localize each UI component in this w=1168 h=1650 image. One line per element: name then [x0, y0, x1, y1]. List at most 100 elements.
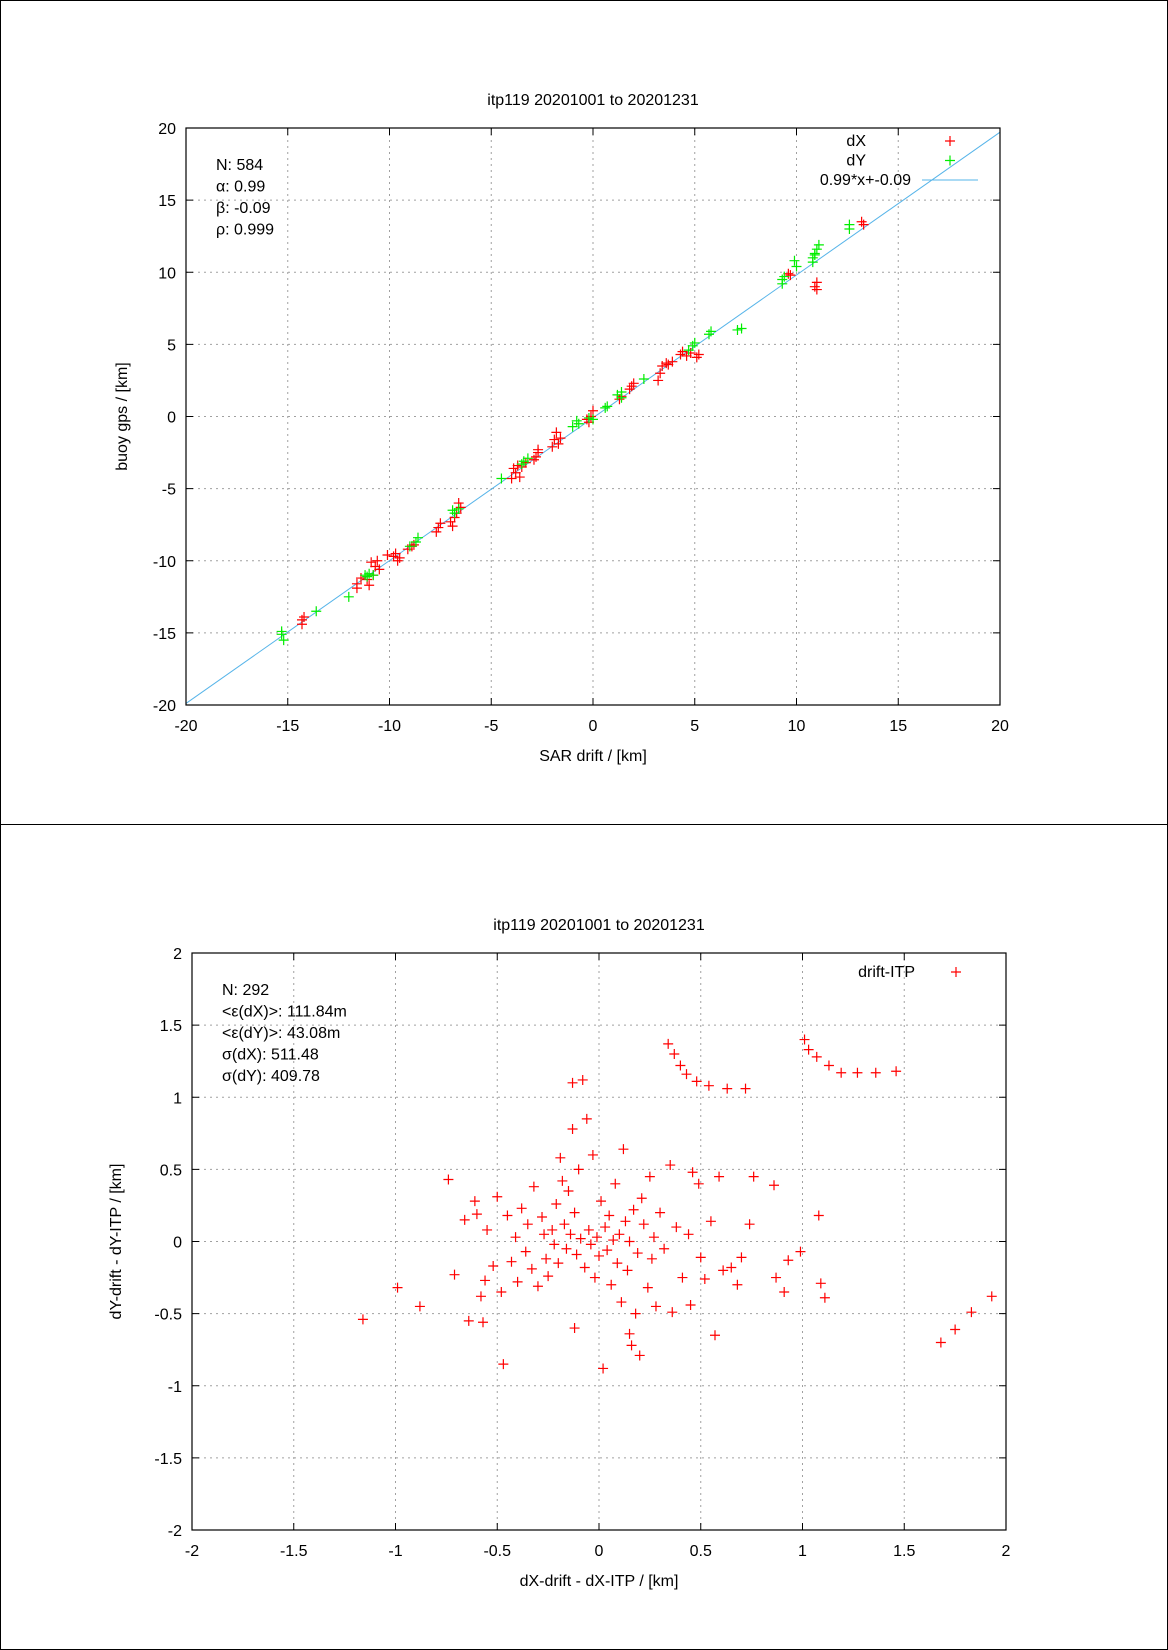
- data-point: [547, 1224, 558, 1235]
- data-point: [543, 1271, 554, 1282]
- data-point: [520, 1246, 531, 1257]
- data-point: [435, 518, 446, 529]
- data-point: [573, 1164, 584, 1175]
- data-point: [950, 1324, 961, 1335]
- x-tick-label: -2: [185, 1543, 199, 1560]
- data-point: [655, 368, 666, 379]
- data-point: [748, 1171, 759, 1182]
- scatter-chart-sar-vs-buoy: -20 -15 -10 -5 0 5 10 15 20 -20 -15 -10 -5 0 5 10 15 20 it…: [114, 92, 1009, 765]
- stats-line: β: -0.09: [216, 200, 271, 217]
- x-tick-label: -15: [276, 718, 299, 735]
- data-point: [278, 635, 289, 646]
- data-point: [559, 1219, 570, 1230]
- x-tick-label: -0.5: [483, 1543, 511, 1560]
- data-point: [571, 415, 582, 426]
- data-point: [809, 281, 820, 292]
- data-point: [811, 277, 822, 288]
- data-point: [624, 1236, 635, 1247]
- data-point: [506, 1256, 517, 1267]
- y-tick-label: 20: [158, 121, 176, 138]
- data-point: [587, 1149, 598, 1160]
- data-point: [533, 444, 544, 455]
- data-point: [588, 405, 598, 416]
- y-tick-label: 0: [167, 410, 176, 427]
- x-tick-label: 0.5: [690, 1543, 712, 1560]
- data-point: [628, 1204, 639, 1215]
- stats-line: N: 584: [216, 157, 263, 174]
- data-point: [618, 1144, 629, 1155]
- x-tick-label: -10: [378, 718, 401, 735]
- scatter-chart-drift-difference: -2 -1.5 -1 -0.5 0 0.5 1 1.5 2 -2 -1.5 -1 -0.5 0 0.5 1 1.…: [108, 917, 1011, 1590]
- data-point: [799, 1034, 810, 1045]
- legend-symbol: [951, 967, 961, 977]
- data-point: [703, 1080, 714, 1091]
- data-point: [296, 614, 307, 625]
- data-point: [736, 323, 747, 334]
- data-point: [362, 571, 373, 582]
- data-point: [687, 1167, 698, 1178]
- series-dx: [296, 216, 869, 630]
- data-point: [650, 1301, 661, 1312]
- stats-line: <ε(dY)>: 43.08m: [222, 1025, 340, 1042]
- data-point: [736, 1252, 747, 1263]
- data-point: [433, 522, 444, 533]
- data-point: [431, 526, 442, 537]
- data-point: [638, 1219, 649, 1230]
- data-point: [608, 1235, 619, 1246]
- x-tick-label: -1: [388, 1543, 402, 1560]
- data-point: [390, 548, 401, 559]
- data-point: [508, 463, 519, 474]
- data-point: [819, 1292, 830, 1303]
- data-point: [412, 532, 423, 543]
- data-point: [777, 274, 788, 285]
- y-tick-label: -1.5: [154, 1451, 182, 1468]
- data-point: [563, 1186, 574, 1197]
- data-point: [685, 1299, 696, 1310]
- data-point: [567, 1077, 578, 1088]
- data-point: [392, 1282, 403, 1293]
- data-point: [815, 1278, 826, 1289]
- data-point: [600, 1222, 611, 1233]
- data-point: [732, 324, 743, 335]
- data-point: [469, 1196, 480, 1207]
- data-point: [561, 1243, 572, 1254]
- data-point: [655, 1207, 666, 1218]
- data-point: [463, 1315, 474, 1326]
- data-point: [510, 467, 521, 478]
- grid: [192, 953, 1006, 1530]
- data-point: [557, 1175, 568, 1186]
- data-point: [709, 1330, 720, 1341]
- data-point: [382, 549, 393, 560]
- data-point: [966, 1307, 977, 1318]
- panel-top-frame: [0, 0, 1168, 825]
- data-point: [366, 557, 377, 568]
- data-point: [677, 1272, 688, 1283]
- data-point: [823, 1060, 834, 1071]
- data-point: [512, 1276, 523, 1287]
- y-tick-label: -10: [153, 554, 176, 571]
- data-point: [624, 1328, 635, 1339]
- y-tick-label: -0.5: [154, 1307, 182, 1324]
- data-point: [870, 1067, 881, 1078]
- data-point: [718, 1265, 729, 1276]
- data-point: [771, 1272, 782, 1283]
- data-point: [447, 521, 458, 532]
- data-point: [699, 1274, 710, 1285]
- data-point: [551, 1198, 562, 1209]
- data-point: [351, 583, 362, 594]
- data-point: [502, 1210, 513, 1221]
- data-point: [614, 1229, 625, 1240]
- data-point: [475, 1291, 486, 1302]
- series-dy: [276, 219, 855, 646]
- data-point: [311, 606, 322, 617]
- data-point: [844, 219, 855, 230]
- data-point: [705, 1216, 716, 1227]
- y-tick-label: 1: [173, 1090, 182, 1107]
- x-tick-label: 15: [889, 718, 907, 735]
- data-point: [414, 1301, 425, 1312]
- data-point: [555, 433, 566, 444]
- data-point: [811, 1051, 822, 1062]
- x-tick-label: 1: [798, 1543, 807, 1560]
- data-point: [404, 541, 415, 552]
